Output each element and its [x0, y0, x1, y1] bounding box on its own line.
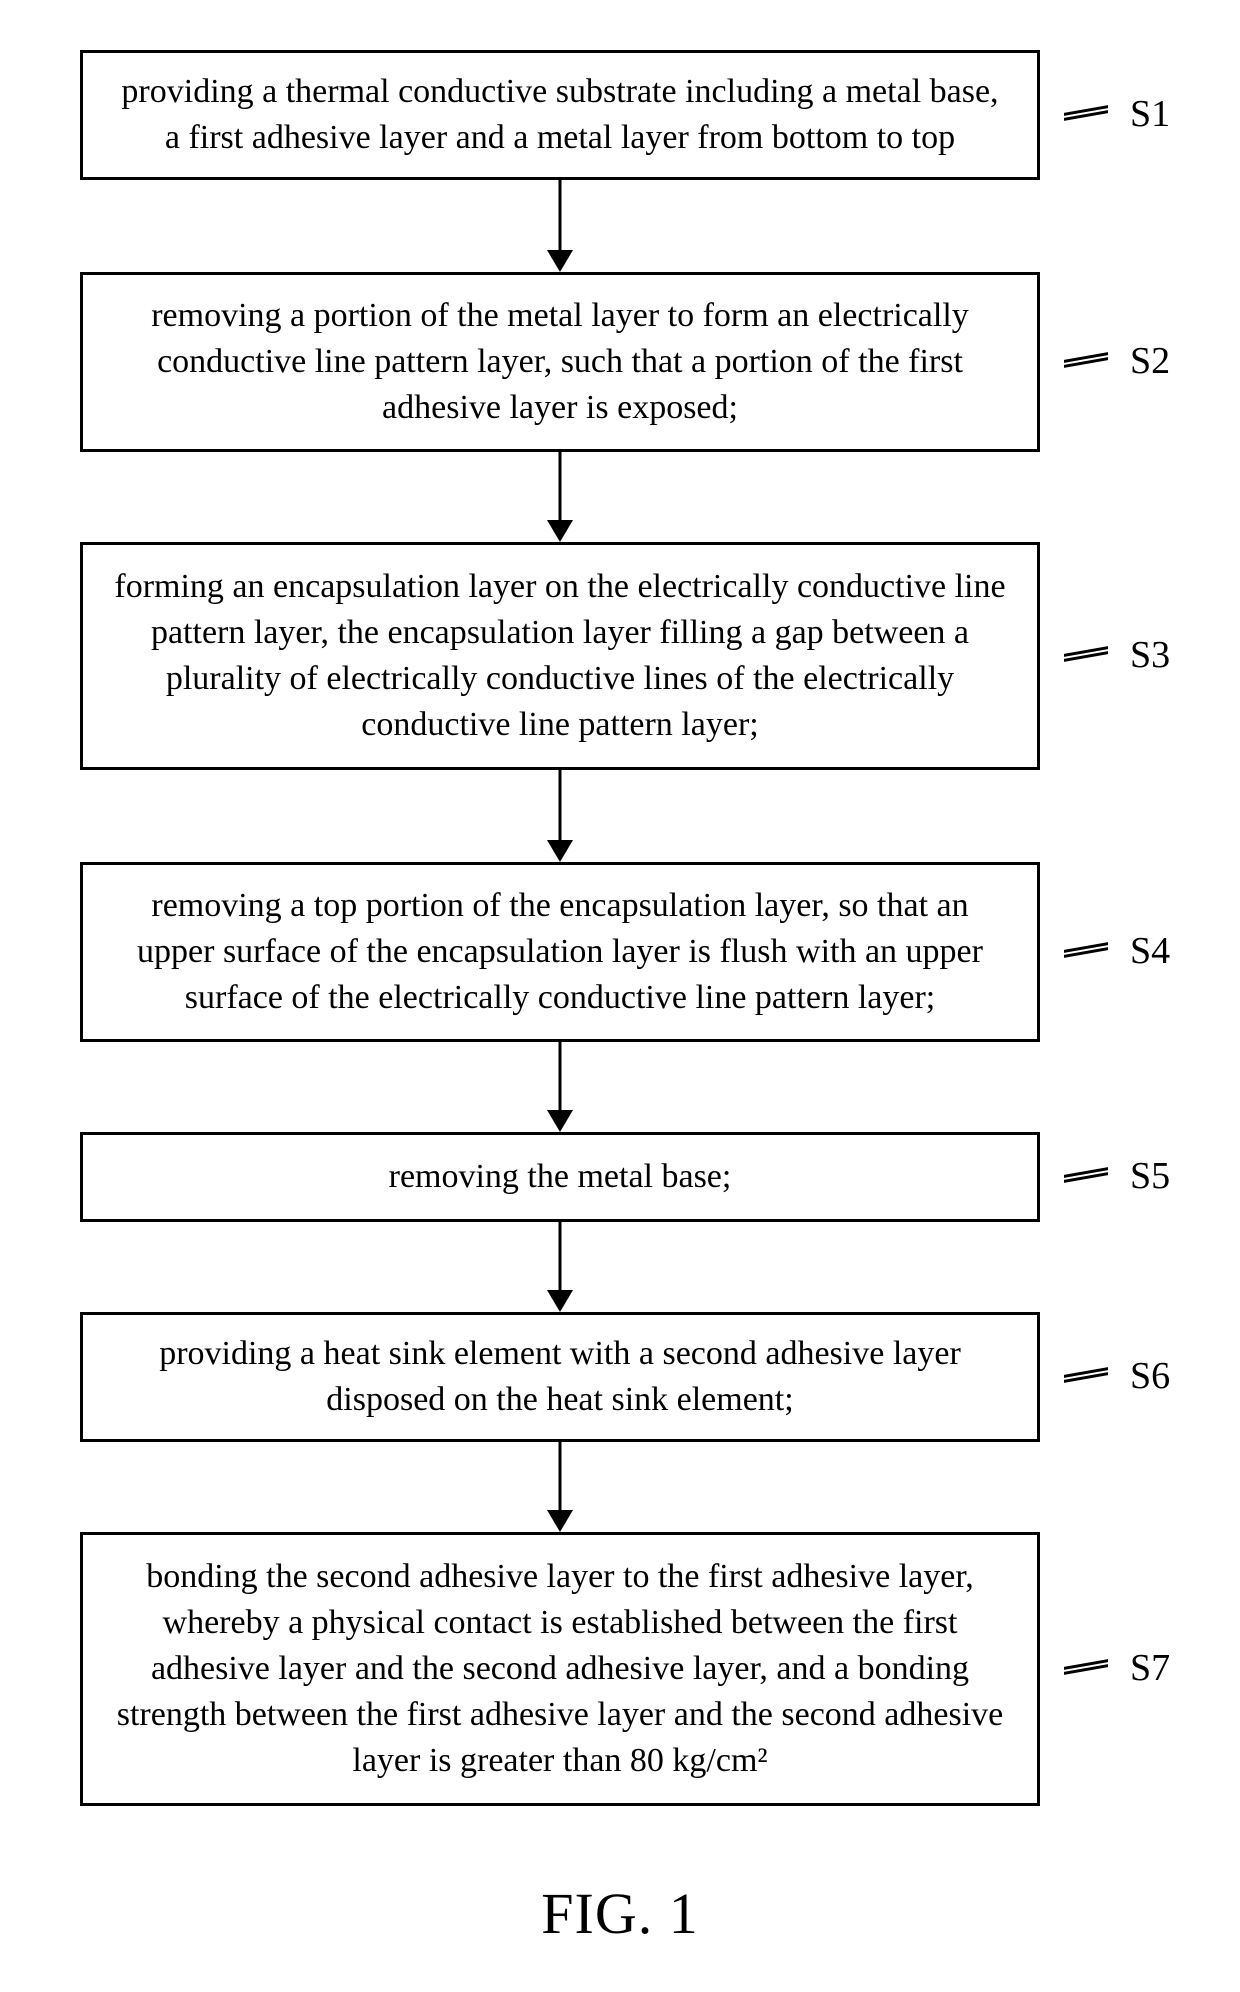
- leader-tick-s3: [1064, 646, 1108, 662]
- step-text-s2: removing a portion of the metal layer to…: [111, 293, 1009, 431]
- step-label-s6: S6: [1130, 1354, 1170, 1398]
- step-text-s6: providing a heat sink element with a sec…: [111, 1331, 1009, 1423]
- step-label-s4: S4: [1130, 929, 1170, 973]
- leader-tick-s7: [1064, 1659, 1108, 1675]
- flowchart-canvas: providing a thermal conductive substrate…: [0, 0, 1240, 1992]
- step-label-s2: S2: [1130, 339, 1170, 383]
- step-box-s4: removing a top portion of the encapsulat…: [80, 862, 1040, 1042]
- step-label-s7: S7: [1130, 1646, 1170, 1690]
- step-text-s3: forming an encapsulation layer on the el…: [111, 564, 1009, 748]
- leader-tick-s2: [1064, 352, 1108, 368]
- step-text-s5: removing the metal base;: [389, 1154, 732, 1200]
- step-label-s3: S3: [1130, 633, 1170, 677]
- figure-caption: FIG. 1: [0, 1880, 1240, 1947]
- step-box-s7: bonding the second adhesive layer to the…: [80, 1532, 1040, 1806]
- step-text-s4: removing a top portion of the encapsulat…: [111, 883, 1009, 1021]
- step-box-s1: providing a thermal conductive substrate…: [80, 50, 1040, 180]
- step-label-s1: S1: [1130, 92, 1170, 136]
- step-text-s7: bonding the second adhesive layer to the…: [111, 1554, 1009, 1783]
- leader-tick-s5: [1064, 1167, 1108, 1183]
- step-text-s1: providing a thermal conductive substrate…: [111, 69, 1009, 161]
- leader-tick-s6: [1064, 1367, 1108, 1383]
- leader-tick-s4: [1064, 942, 1108, 958]
- step-label-s5: S5: [1130, 1154, 1170, 1198]
- step-box-s3: forming an encapsulation layer on the el…: [80, 542, 1040, 770]
- step-box-s2: removing a portion of the metal layer to…: [80, 272, 1040, 452]
- step-box-s5: removing the metal base;: [80, 1132, 1040, 1222]
- step-box-s6: providing a heat sink element with a sec…: [80, 1312, 1040, 1442]
- leader-tick-s1: [1064, 105, 1108, 121]
